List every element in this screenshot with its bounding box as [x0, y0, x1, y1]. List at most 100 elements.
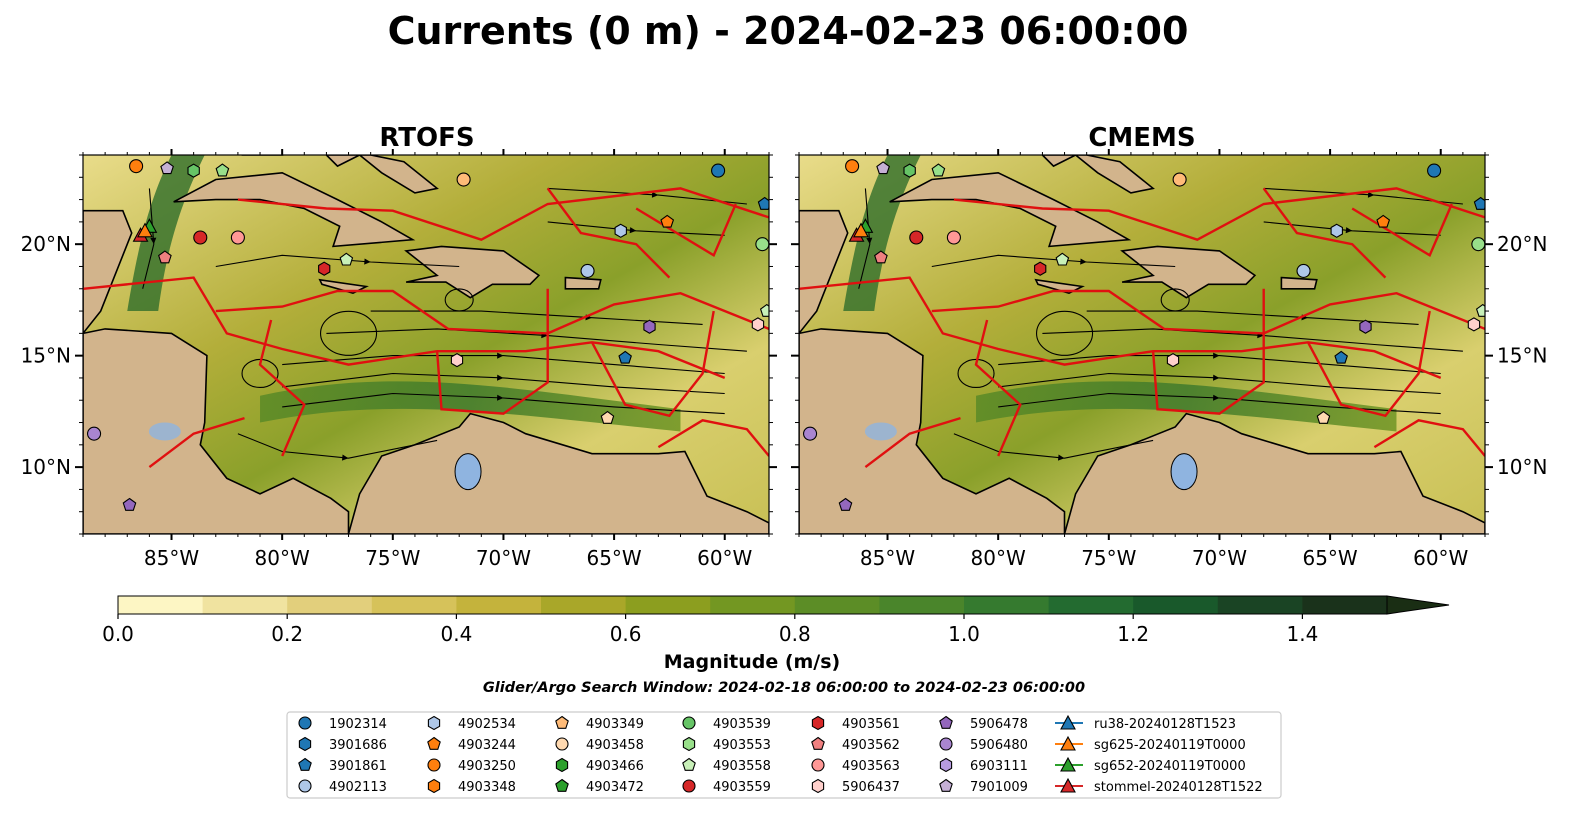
colorbar-tick-label: 1.0 [948, 622, 980, 646]
legend-label: 4903472 [586, 780, 644, 795]
float-marker [803, 426, 818, 441]
y-tick-label: 15°N [21, 344, 71, 368]
float-marker [129, 159, 144, 174]
float-marker [187, 163, 200, 178]
colorbar-extend-arrow [1386, 595, 1450, 615]
eez-boundaries [83, 187, 769, 469]
land-hispaniola [1120, 245, 1257, 299]
float-marker [853, 222, 869, 238]
land-yucatan [799, 209, 849, 335]
legend-label: 5906478 [970, 717, 1028, 732]
colorbar-segment [287, 596, 373, 614]
float-marker [643, 319, 656, 334]
land-puerto-rico [564, 276, 602, 290]
float-marker [876, 161, 890, 175]
y-tick-label: 10°N [21, 455, 71, 479]
colorbar-segment [1302, 596, 1388, 614]
legend-entry: 5906437 [811, 778, 900, 795]
caribbean-current-band [976, 381, 1397, 432]
colorbar-segment [1217, 596, 1303, 614]
float-marker [759, 303, 769, 317]
x-tick-label: 75°W [1081, 546, 1136, 570]
x-tick-label: 65°W [1302, 546, 1357, 570]
colorbar-segment [710, 596, 796, 614]
float-marker [600, 410, 615, 424]
legend-label: 4903539 [713, 717, 771, 732]
eddy-streamline-0 [1035, 310, 1094, 356]
float-marker [580, 263, 595, 278]
legend-entry: 4903349 [555, 715, 644, 732]
lake-maracaibo [454, 453, 482, 491]
colorbar-tick-label: 1.4 [1286, 622, 1318, 646]
legend-entry: 4903244 [427, 736, 516, 753]
x-tick-label: 70°W [1192, 546, 1247, 570]
colorbar-segment [625, 596, 711, 614]
float-marker [614, 223, 627, 238]
y-tick-label: 15°N [1497, 344, 1547, 368]
x-tick-label: 65°W [586, 546, 641, 570]
colorbar-tick-label: 0.8 [779, 622, 811, 646]
legend-entry: 4903466 [555, 757, 644, 774]
legend-label: 4903562 [842, 738, 900, 753]
legend-label: 4903244 [458, 738, 516, 753]
map-frame [798, 154, 1486, 535]
land-south-america [347, 412, 769, 534]
float-marker [1296, 263, 1311, 278]
float-marker [1376, 214, 1391, 228]
legend-label: 7901009 [970, 780, 1028, 795]
legend-label: 4903466 [586, 759, 644, 774]
y-tick-label: 20°N [21, 232, 71, 256]
colorbar-tick-label: 1.2 [1117, 622, 1149, 646]
land-cuba [173, 171, 416, 248]
float-marker [1427, 163, 1442, 178]
legend-label: 4903250 [458, 759, 516, 774]
legend-entry: 4903458 [555, 737, 644, 753]
eddy-streamline-1 [957, 358, 995, 389]
legend-label: 5906437 [842, 780, 900, 795]
colorbar-tick-label: 0.2 [271, 622, 303, 646]
land-florida [241, 155, 284, 156]
colorbar-segment [879, 596, 965, 614]
land-yucatan [83, 209, 133, 335]
legend-entry: 4903558 [682, 757, 771, 774]
legend-label: 4903553 [713, 738, 771, 753]
legend-entry: sg652-20240119T0000 [1055, 756, 1246, 774]
panel-title-cmems: CMEMS [1088, 123, 1195, 153]
lake-maracaibo [1170, 453, 1198, 491]
land-cuba [889, 171, 1132, 248]
legend-entry: stommel-20240128T1522 [1055, 777, 1263, 795]
float-marker [87, 426, 102, 441]
map-frame [82, 154, 770, 535]
float-marker [1471, 237, 1485, 252]
legend-label: 6903111 [970, 759, 1028, 774]
legend-label: 3901861 [329, 759, 387, 774]
x-tick-label: 75°W [365, 546, 420, 570]
float-marker [193, 230, 208, 245]
float-marker [1473, 196, 1485, 210]
float-marker [122, 497, 137, 511]
float-marker [751, 317, 765, 332]
land-central-america [799, 328, 1066, 534]
legend-entry: 4903561 [811, 715, 900, 732]
float-marker [318, 261, 331, 276]
float-markers [87, 159, 769, 511]
rtofs-map-area [83, 155, 769, 534]
legend: 1902314 3901686 3901861 4902113 4902534 49032… [286, 711, 1282, 799]
x-tick-label: 85°W [860, 546, 915, 570]
float-marker [1359, 319, 1372, 334]
legend-entry: 6903111 [939, 757, 1028, 774]
float-marker [456, 172, 471, 187]
float-marker [160, 161, 174, 175]
rtofs-axes: 85°W 80°W 75°W 70°W 65°W 60°W 20°N 15°N 10°N [21, 149, 777, 570]
x-tick-label: 60°W [1413, 546, 1468, 570]
float-markers [803, 159, 1485, 511]
land-bahamas [325, 155, 439, 194]
float-marker [158, 250, 172, 264]
legend-label: 1902314 [329, 717, 387, 732]
float-marker [137, 222, 153, 238]
legend-entry: 4903562 [811, 736, 900, 753]
colorbar-segment [1133, 596, 1219, 614]
float-marker [1055, 252, 1070, 266]
float-marker [845, 159, 860, 174]
legend-entry: 3901861 [298, 757, 387, 774]
